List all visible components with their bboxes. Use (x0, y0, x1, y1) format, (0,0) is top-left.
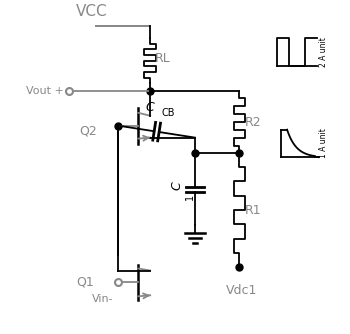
Text: VCC: VCC (76, 4, 107, 19)
Text: Vout +: Vout + (26, 86, 64, 96)
Text: 2 A unit: 2 A unit (319, 37, 328, 67)
Text: CB: CB (162, 108, 175, 118)
Text: C: C (170, 181, 183, 190)
Text: R2: R2 (244, 116, 261, 129)
Text: C: C (146, 101, 155, 114)
Text: Q1: Q1 (76, 276, 94, 289)
Text: RL: RL (155, 52, 171, 65)
Text: 1 A unit: 1 A unit (319, 129, 328, 158)
Text: R1: R1 (244, 203, 261, 216)
Text: Vdc1: Vdc1 (226, 285, 257, 297)
Text: Q2: Q2 (79, 124, 97, 137)
Text: 1: 1 (185, 194, 195, 200)
Text: Vin-: Vin- (92, 294, 113, 304)
